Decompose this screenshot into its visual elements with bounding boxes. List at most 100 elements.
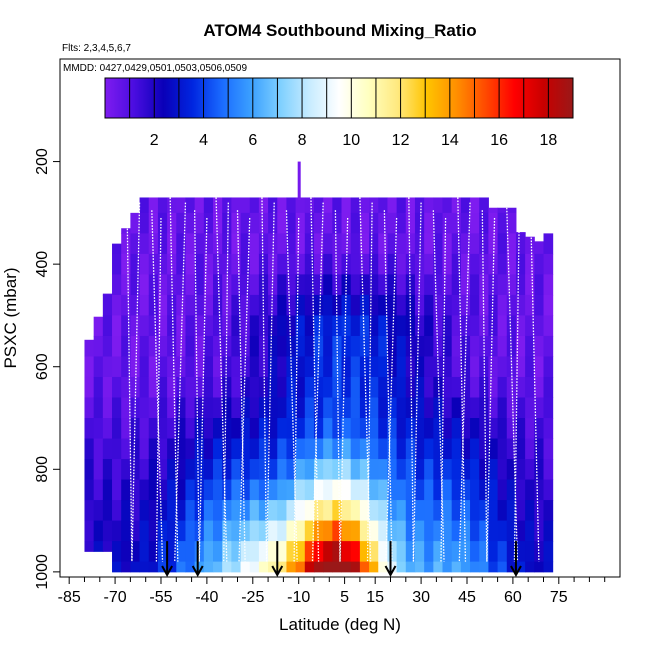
profile-line (383, 210, 393, 562)
heatmap-cell (460, 397, 471, 419)
heatmap-cell (534, 418, 544, 440)
heatmap-cell (525, 500, 535, 522)
profile-line (155, 217, 162, 562)
profile-line (408, 197, 415, 562)
heatmap-cell (405, 274, 416, 296)
heatmap-cell (167, 197, 177, 214)
heatmap-cell (130, 274, 141, 296)
heatmap-cell (268, 438, 278, 460)
heatmap-cell (451, 274, 462, 296)
heatmap-cell (350, 197, 361, 214)
heatmap-cell (130, 541, 141, 563)
heatmap-cell (460, 500, 471, 522)
heatmap-cell (525, 397, 535, 419)
x-tick-label: -70 (104, 589, 127, 606)
heatmap-cell (313, 212, 324, 234)
heatmap-cell (497, 356, 508, 378)
heatmap-cell (442, 356, 453, 378)
heatmap-cell (359, 438, 370, 460)
heatmap-cell (359, 212, 370, 234)
heatmap-cell (506, 315, 517, 337)
heatmap-cell (130, 356, 141, 378)
heatmap-cell (213, 561, 223, 573)
heatmap-cell (378, 479, 388, 501)
heatmap-cell (167, 459, 177, 481)
heatmap-cell (84, 500, 95, 522)
heatmap-cell (460, 459, 471, 481)
heatmap-cell (268, 479, 278, 501)
heatmap-cell (295, 253, 306, 275)
heatmap-cell (167, 233, 177, 255)
heatmap-cell (470, 438, 480, 460)
heatmap-cell (185, 541, 196, 563)
heatmap-cell (378, 397, 388, 419)
heatmap-cell (387, 418, 398, 440)
heatmap-cell (203, 233, 214, 255)
heatmap-cell (157, 212, 168, 234)
heatmap-cell (148, 500, 159, 522)
heatmap-cell (313, 335, 324, 357)
heatmap-cell (405, 233, 416, 255)
heatmap-cell (387, 438, 398, 460)
heatmap-cell (112, 479, 122, 501)
heatmap-cell (488, 212, 499, 234)
heatmap-cell (157, 479, 168, 501)
heatmap-cell (194, 500, 205, 522)
heatmap-cell (534, 294, 544, 316)
dates-subtitle: MMDD: 0427,0429,0501,0503,0506,0509 (63, 63, 247, 74)
heatmap-cell (112, 253, 122, 275)
heatmap-cell (359, 418, 370, 440)
heatmap-cell (258, 520, 269, 542)
heatmap-cell (378, 520, 388, 542)
heatmap-cell (185, 520, 196, 542)
heatmap-cell (387, 397, 398, 419)
heatmap-cell (387, 335, 398, 357)
heatmap-cell (451, 561, 462, 573)
heatmap-cell (369, 561, 379, 573)
heatmap-cell (525, 479, 535, 501)
heatmap-cell (387, 212, 398, 234)
profile-line (126, 225, 133, 562)
heatmap-cell (249, 418, 260, 440)
colorbar-tick-label: 18 (539, 132, 557, 149)
heatmap-cell (112, 438, 122, 460)
heatmap-cell (231, 520, 242, 542)
heatmap-cell (258, 212, 269, 234)
heatmap-cell (369, 479, 379, 501)
heatmap-cell (451, 356, 462, 378)
heatmap-cell (121, 233, 131, 255)
heatmap-cell (157, 438, 168, 460)
heatmap-cell (332, 233, 343, 255)
heatmap-cell (295, 335, 306, 357)
heatmap-cell (130, 315, 141, 337)
heatmap-cell (84, 418, 95, 440)
heatmap-cell (378, 541, 388, 563)
heatmap-cell (139, 459, 150, 481)
heatmap-cell (433, 274, 444, 296)
heatmap-cell (203, 500, 214, 522)
heatmap-cell (332, 397, 343, 419)
heatmap-cell (130, 335, 141, 357)
heatmap-cell (313, 520, 324, 542)
heatmap-cell (295, 397, 306, 419)
heatmap-cell (341, 315, 352, 337)
heatmap-cell (369, 274, 379, 296)
heatmap-cell (148, 233, 159, 255)
heatmap-cell (277, 274, 287, 296)
heatmap-cell (359, 520, 370, 542)
heatmap-cell (213, 294, 223, 316)
heatmap-cell (323, 294, 333, 316)
heatmap-cell (497, 274, 508, 296)
heatmap-cell (405, 253, 416, 275)
heatmap-cell (277, 541, 287, 563)
heatmap-cell (240, 274, 251, 296)
heatmap-cell (112, 541, 122, 563)
heatmap-cell (323, 376, 333, 398)
heatmap-cell (433, 233, 444, 255)
heatmap-cell (414, 520, 425, 542)
heatmap-cell (176, 459, 186, 481)
heatmap-cell (341, 197, 352, 214)
heatmap-cell (130, 561, 141, 573)
heatmap-cell (460, 233, 471, 255)
heatmap-cell (341, 418, 352, 440)
